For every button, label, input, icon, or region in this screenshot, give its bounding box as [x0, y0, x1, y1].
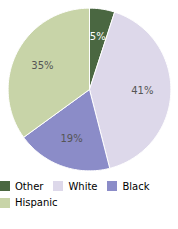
svg-text:35%: 35%: [31, 60, 53, 71]
html-text:Other: Other: [15, 180, 44, 192]
html-text:Black: Black: [122, 180, 150, 192]
svg-text:5%: 5%: [90, 31, 106, 42]
svg-text:19%: 19%: [60, 133, 82, 144]
html-text:White: White: [68, 180, 98, 192]
html-text:Hispanic: Hispanic: [15, 197, 58, 209]
svg-text:41%: 41%: [131, 85, 153, 96]
